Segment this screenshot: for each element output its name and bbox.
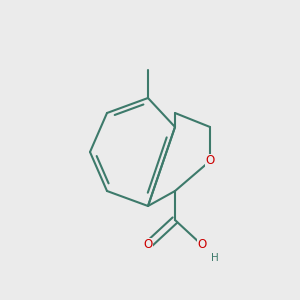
Text: O: O	[206, 154, 214, 167]
Text: O: O	[143, 238, 153, 251]
Text: H: H	[211, 253, 219, 263]
Text: O: O	[197, 238, 207, 251]
